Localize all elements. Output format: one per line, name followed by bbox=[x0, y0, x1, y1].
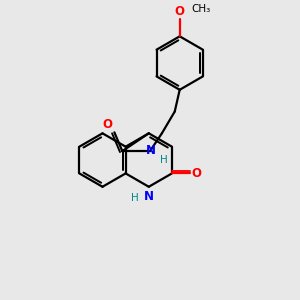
Text: N: N bbox=[146, 144, 155, 157]
Text: CH₃: CH₃ bbox=[192, 4, 211, 14]
Text: O: O bbox=[175, 5, 185, 18]
Text: N: N bbox=[144, 190, 154, 203]
Text: H: H bbox=[160, 155, 168, 165]
Text: O: O bbox=[102, 118, 112, 131]
Text: O: O bbox=[192, 167, 202, 180]
Text: H: H bbox=[131, 193, 139, 203]
